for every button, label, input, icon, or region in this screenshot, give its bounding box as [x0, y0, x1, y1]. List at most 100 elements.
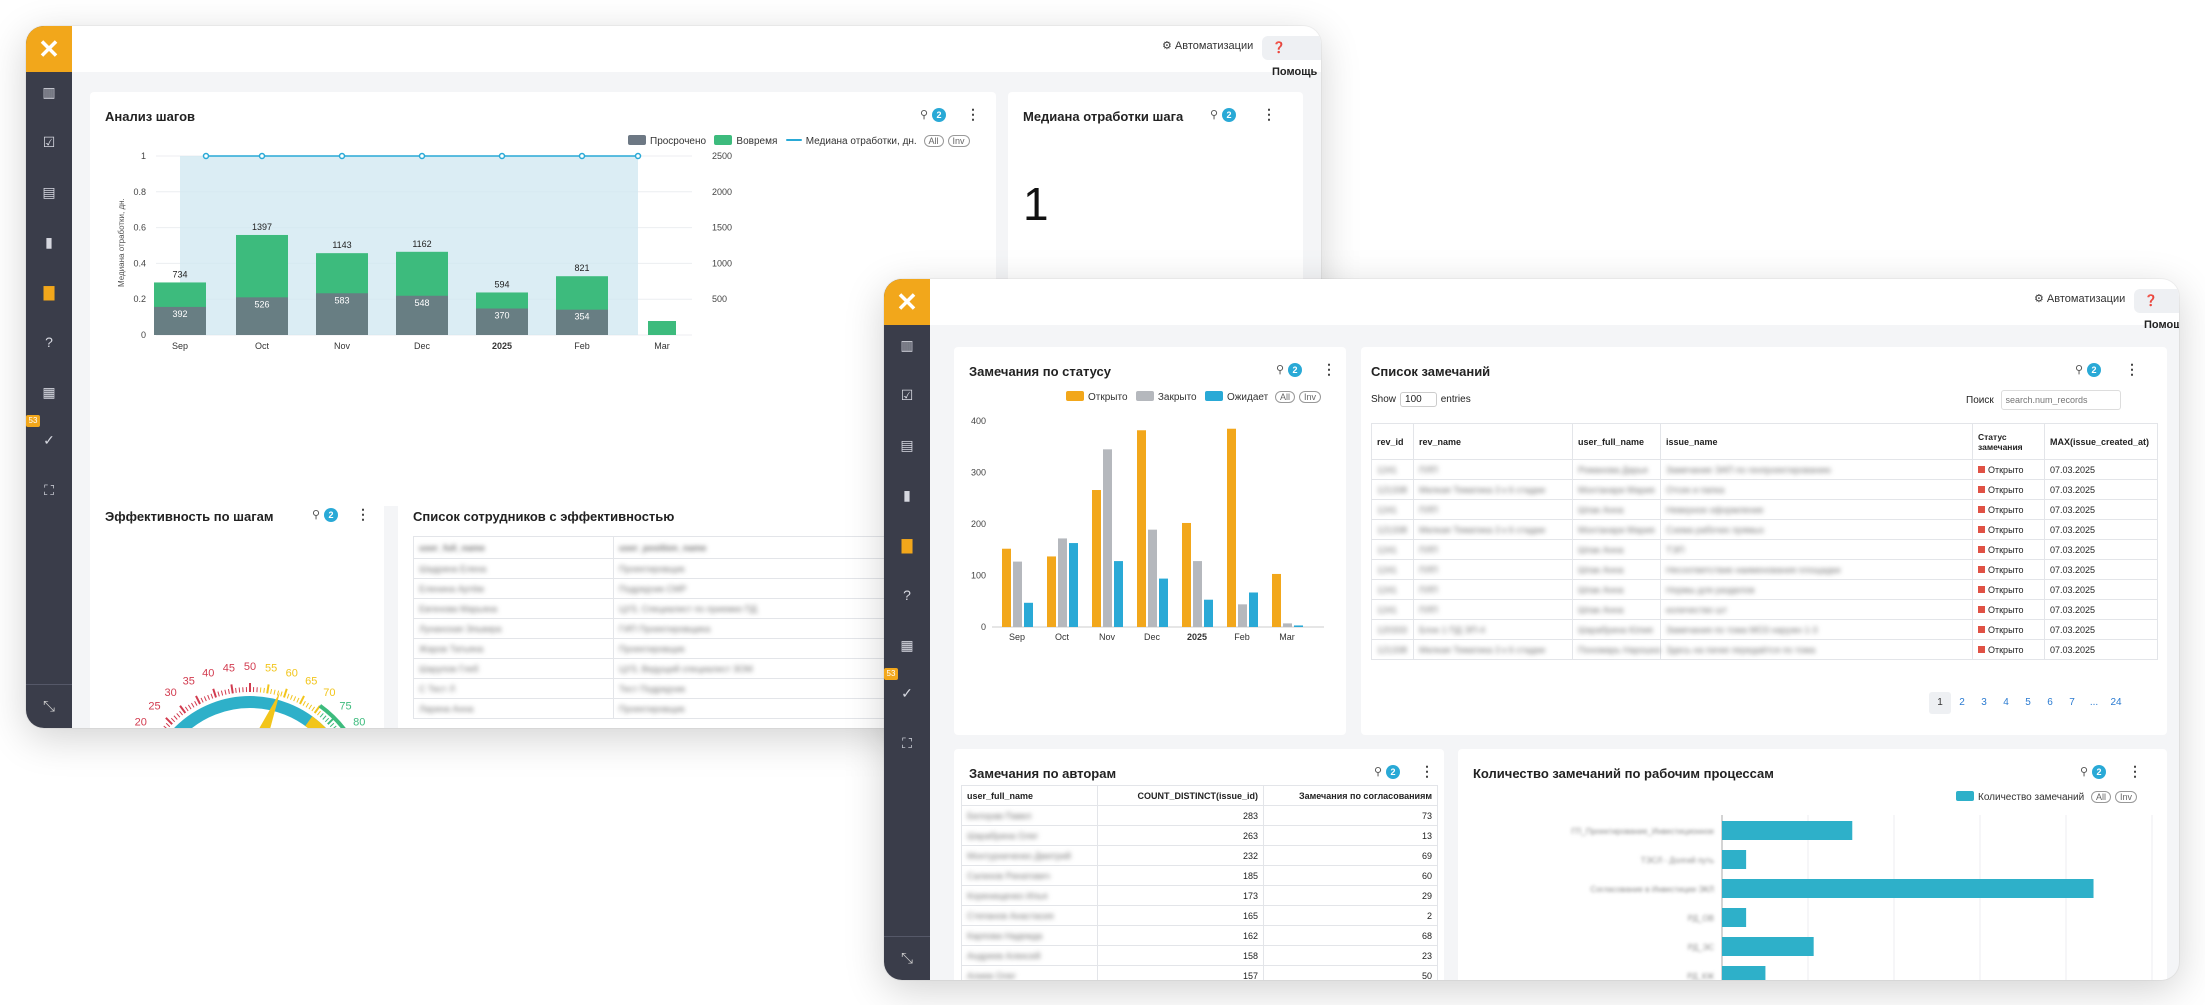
- menu-dots-icon[interactable]: ⋮: [2125, 361, 2139, 377]
- legend-item[interactable]: Просрочено: [628, 135, 706, 147]
- column-header[interactable]: user_full_name: [413, 536, 614, 559]
- collapse-icon[interactable]: ⤡: [884, 936, 930, 980]
- column-header[interactable]: MAX(issue_created_at): [2044, 423, 2158, 460]
- filter-icon[interactable]: ⚲ 2: [920, 108, 947, 122]
- table-row[interactable]: Еленина Артём Подрядчик СМР: [413, 578, 934, 599]
- table-row[interactable]: 121338 Мелкая Тематика 3 к 6 стадии Монтан…: [1371, 519, 2158, 540]
- table-row[interactable]: Ларина Анна Проектировщик: [413, 698, 934, 719]
- filter-icon[interactable]: ⚲ 2: [1276, 363, 1303, 377]
- table-row[interactable]: Шарупов Глеб ЦУЗ, Ведущий специалист ЗОМ: [413, 658, 934, 679]
- column-header[interactable]: Замечания по согласованиям: [1263, 785, 1438, 806]
- filter-icon[interactable]: ⚲ 2: [312, 508, 339, 522]
- nav-tasks-icon[interactable]: ✓: [901, 685, 913, 701]
- legend-item[interactable]: Открыто: [1066, 391, 1128, 403]
- table-row[interactable]: 1241 ПЛП Шпак Анна Нормы для разделов Открыт…: [1371, 579, 2158, 600]
- column-header[interactable]: rev_id: [1371, 423, 1414, 460]
- legend-all[interactable]: All: [923, 135, 944, 147]
- collapse-icon[interactable]: ⤡: [26, 684, 72, 728]
- column-header[interactable]: COUNT_DISTINCT(issue_id): [1097, 785, 1264, 806]
- table-row[interactable]: 121338 Мелкая Тематика 3 к 6 стадии Монтан…: [1371, 479, 2158, 500]
- filter-icon[interactable]: ⚲ 2: [2080, 765, 2107, 779]
- nav-help-icon[interactable]: ?: [45, 334, 53, 350]
- column-header[interactable]: issue_name: [1660, 423, 1973, 460]
- legend-inv[interactable]: Inv: [1299, 391, 1322, 403]
- nav-clipboard-icon[interactable]: ▮: [45, 234, 53, 250]
- filter-icon[interactable]: ⚲ 2: [1210, 108, 1237, 122]
- nav-dashboard-icon[interactable]: ▥: [900, 337, 914, 353]
- table-row[interactable]: 121338 Мелкая Тематика 3 к 6 стадии Понома…: [1371, 639, 2158, 660]
- nav-table-icon[interactable]: ▦: [900, 637, 914, 653]
- nav-fullscreen-icon[interactable]: ⛶: [902, 735, 912, 751]
- nav-checklist-icon[interactable]: ☑: [42, 134, 56, 150]
- nav-dashboard-icon[interactable]: ▥: [42, 84, 56, 100]
- nav-reports-icon[interactable]: ▇: [43, 284, 55, 300]
- table-row[interactable]: Евгенова Марьяна ЦУЗ, Специалист по прием…: [413, 598, 934, 619]
- table-row[interactable]: 1241 ПЛП Романова Дарья Замечание ЭАП по ге…: [1371, 459, 2158, 480]
- table-row[interactable]: Шарабрина Олег 263 13: [961, 825, 1438, 846]
- nav-document-icon[interactable]: ▤: [42, 184, 56, 200]
- automations-link[interactable]: ⚙ Автоматизации: [1162, 40, 1254, 52]
- menu-dots-icon[interactable]: ⋮: [1420, 763, 1434, 779]
- column-header[interactable]: user_full_name: [961, 785, 1098, 806]
- page-button[interactable]: 7: [2069, 697, 2075, 708]
- legend-item[interactable]: Вовремя: [714, 135, 777, 147]
- table-row[interactable]: Лунанская Эльвира ГИП Проектировщика: [413, 618, 934, 639]
- nav-fullscreen-icon[interactable]: ⛶: [44, 482, 54, 498]
- legend-inv[interactable]: Inv: [2115, 791, 2138, 803]
- nav-help-icon[interactable]: ?: [903, 587, 911, 603]
- legend-all[interactable]: All: [2090, 791, 2111, 803]
- table-row[interactable]: 1241 ПЛП Шпак Анна ТЭП Открыто 07.03.2025: [1371, 539, 2158, 560]
- page-button[interactable]: 3: [1981, 697, 1987, 708]
- filter-icon[interactable]: ⚲ 2: [2075, 363, 2102, 377]
- column-header[interactable]: user_full_name: [1572, 423, 1661, 460]
- search-input[interactable]: [2000, 390, 2121, 410]
- table-row[interactable]: Степанов Анастасия 165 2: [961, 905, 1438, 926]
- logo-icon[interactable]: ✕: [26, 26, 72, 72]
- nav-tasks-icon[interactable]: ✓: [43, 432, 55, 448]
- menu-dots-icon[interactable]: ⋮: [1262, 106, 1276, 122]
- help-button[interactable]: ❓ Помощь: [1262, 36, 1321, 78]
- automations-link[interactable]: ⚙ Автоматизации: [2034, 293, 2126, 305]
- nav-table-icon[interactable]: ▦: [42, 384, 56, 400]
- legend-item[interactable]: Ожидает: [1204, 391, 1268, 403]
- legend-item[interactable]: Медиана отработки, дн.: [785, 136, 917, 147]
- legend-inv[interactable]: Inv: [947, 135, 970, 147]
- page-button[interactable]: 5: [2025, 697, 2031, 708]
- legend-item[interactable]: Закрыто: [1135, 391, 1197, 403]
- menu-dots-icon[interactable]: ⋮: [2128, 763, 2142, 779]
- table-row[interactable]: 1241 ПЛП Шпак Анна Неверное оформление Откры…: [1371, 499, 2158, 520]
- table-row[interactable]: Белорав Павел 283 73: [961, 805, 1438, 826]
- table-row[interactable]: Коренищенко Илья 173 29: [961, 885, 1438, 906]
- page-button[interactable]: 2: [1959, 697, 1965, 708]
- page-button[interactable]: 4: [2003, 697, 2009, 708]
- page-button[interactable]: 1: [1929, 692, 1951, 714]
- menu-dots-icon[interactable]: ⋮: [356, 506, 370, 522]
- page-button[interactable]: 6: [2047, 697, 2053, 708]
- column-header[interactable]: rev_name: [1413, 423, 1573, 460]
- table-row[interactable]: С Тест Л Тест Подрядчик: [413, 678, 934, 699]
- table-row[interactable]: Карпова Надежда 162 68: [961, 925, 1438, 946]
- nav-checklist-icon[interactable]: ☑: [900, 387, 914, 403]
- nav-document-icon[interactable]: ▤: [900, 437, 914, 453]
- nav-reports-icon[interactable]: ▇: [901, 537, 913, 553]
- table-row[interactable]: 1241 ПЛП Шпак Анна Несоответствие наименова…: [1371, 559, 2158, 580]
- menu-dots-icon[interactable]: ⋮: [1322, 361, 1336, 377]
- table-row[interactable]: 1241 ПЛП Шпак Анна количество шт Открыто 07.0…: [1371, 599, 2158, 620]
- column-header[interactable]: Статус замечания: [1972, 423, 2045, 460]
- filter-icon[interactable]: ⚲ 2: [1374, 765, 1401, 779]
- table-row[interactable]: Андреев Алексей 158 23: [961, 945, 1438, 966]
- table-row[interactable]: Алиев Олег 157 50: [961, 965, 1438, 980]
- table-row[interactable]: Салихов Ринатович 185 60: [961, 865, 1438, 886]
- page-button[interactable]: ...: [2089, 697, 2099, 708]
- entries-select[interactable]: 100: [1400, 392, 1437, 407]
- legend-all[interactable]: All: [1275, 391, 1296, 403]
- table-row[interactable]: 120333 Блок 1 ПД ЭП-4 Шарабрина Юлия Замеча…: [1371, 619, 2158, 640]
- table-row[interactable]: Шадрина Елена Проектировщик: [413, 558, 934, 579]
- nav-clipboard-icon[interactable]: ▮: [903, 487, 911, 503]
- page-button[interactable]: 24: [2110, 697, 2122, 708]
- menu-dots-icon[interactable]: ⋮: [966, 106, 980, 122]
- logo-icon[interactable]: ✕: [884, 279, 930, 325]
- legend-item[interactable]: Количество замечаний: [1956, 791, 2084, 803]
- table-row[interactable]: Жаров Татьяна Проектировщик: [413, 638, 934, 659]
- help-button[interactable]: ❓ Помощь: [2134, 289, 2179, 331]
